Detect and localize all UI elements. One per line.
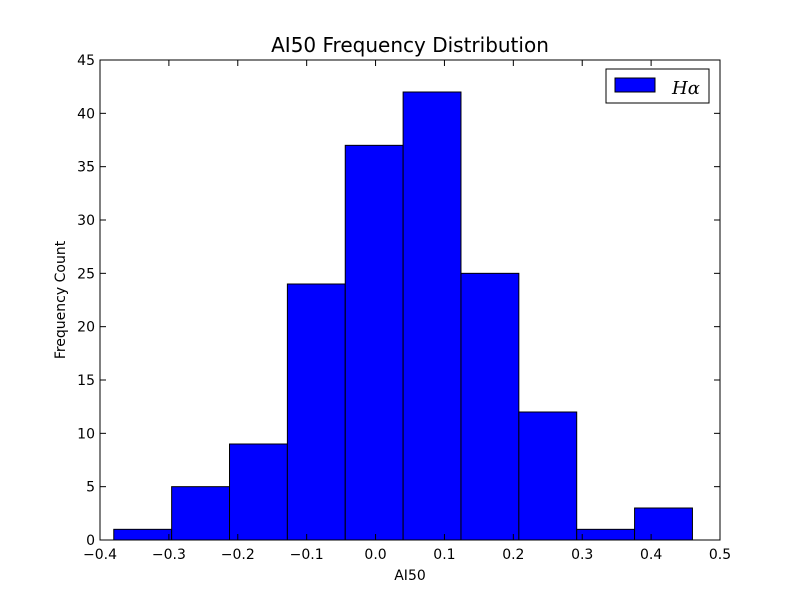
legend-swatch [614, 77, 656, 93]
y-tick-label: 45 [77, 53, 95, 69]
histogram-bar [634, 507, 693, 541]
x-tick-label: 0.4 [640, 547, 662, 563]
axis-ticks [99, 59, 721, 541]
x-tick-label: 0.5 [709, 547, 731, 563]
x-axis-title: AI50 [394, 568, 426, 584]
y-tick-label: 5 [86, 480, 95, 496]
y-tick-label: 20 [77, 320, 95, 336]
histogram-bar [344, 144, 404, 541]
y-tick-label: 25 [77, 266, 95, 282]
x-tick-label: 0.3 [571, 547, 593, 563]
histogram-bar [402, 91, 462, 541]
x-tick-label: 0.2 [502, 547, 524, 563]
histogram-bar [518, 411, 578, 541]
histogram-bar [171, 486, 231, 541]
legend-label: Hα [671, 78, 700, 99]
histogram-bar [460, 272, 520, 541]
y-tick-label: 0 [86, 533, 95, 549]
x-tick-label: 0.0 [364, 547, 386, 563]
histogram-bar [229, 443, 288, 541]
x-tick-label: 0.1 [433, 547, 455, 563]
histogram-bar [113, 528, 173, 541]
x-tick-label: −0.1 [290, 547, 324, 563]
x-tick-labels: −0.4 −0.3 −0.2 −0.1 0.0 0.1 0.2 0.3 0.4 0.5 [83, 547, 731, 563]
plot-frame [99, 59, 721, 541]
y-tick-label: 40 [77, 106, 95, 122]
bars-group [113, 91, 693, 541]
x-tick-label: −0.3 [152, 547, 186, 563]
y-tick-label: 35 [77, 160, 95, 176]
histogram-bar [286, 283, 346, 541]
histogram-bar [576, 528, 636, 541]
y-tick-label: 30 [77, 213, 95, 229]
y-axis-title: Frequency Count [53, 240, 69, 359]
chart-title: AI50 Frequency Distribution [271, 33, 549, 57]
legend: Hα [605, 68, 710, 104]
x-tick-label: −0.2 [221, 547, 255, 563]
y-tick-label: 15 [77, 373, 95, 389]
y-tick-label: 10 [77, 426, 95, 442]
x-tick-label: −0.4 [83, 547, 117, 563]
y-tick-labels: 0 5 10 15 20 25 30 35 40 45 [77, 53, 95, 549]
